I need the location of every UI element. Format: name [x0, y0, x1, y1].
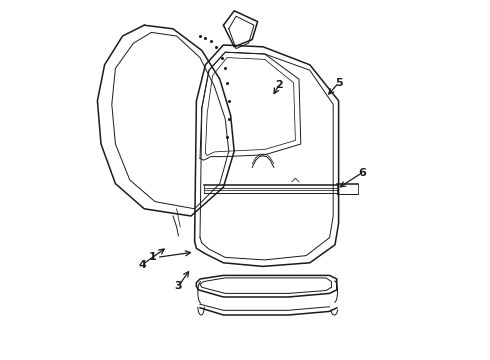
- Text: 2: 2: [275, 80, 283, 90]
- Text: 1: 1: [149, 252, 157, 262]
- Text: 4: 4: [139, 260, 147, 270]
- Text: 6: 6: [358, 168, 366, 178]
- Text: 3: 3: [174, 281, 182, 291]
- Text: 5: 5: [335, 78, 343, 88]
